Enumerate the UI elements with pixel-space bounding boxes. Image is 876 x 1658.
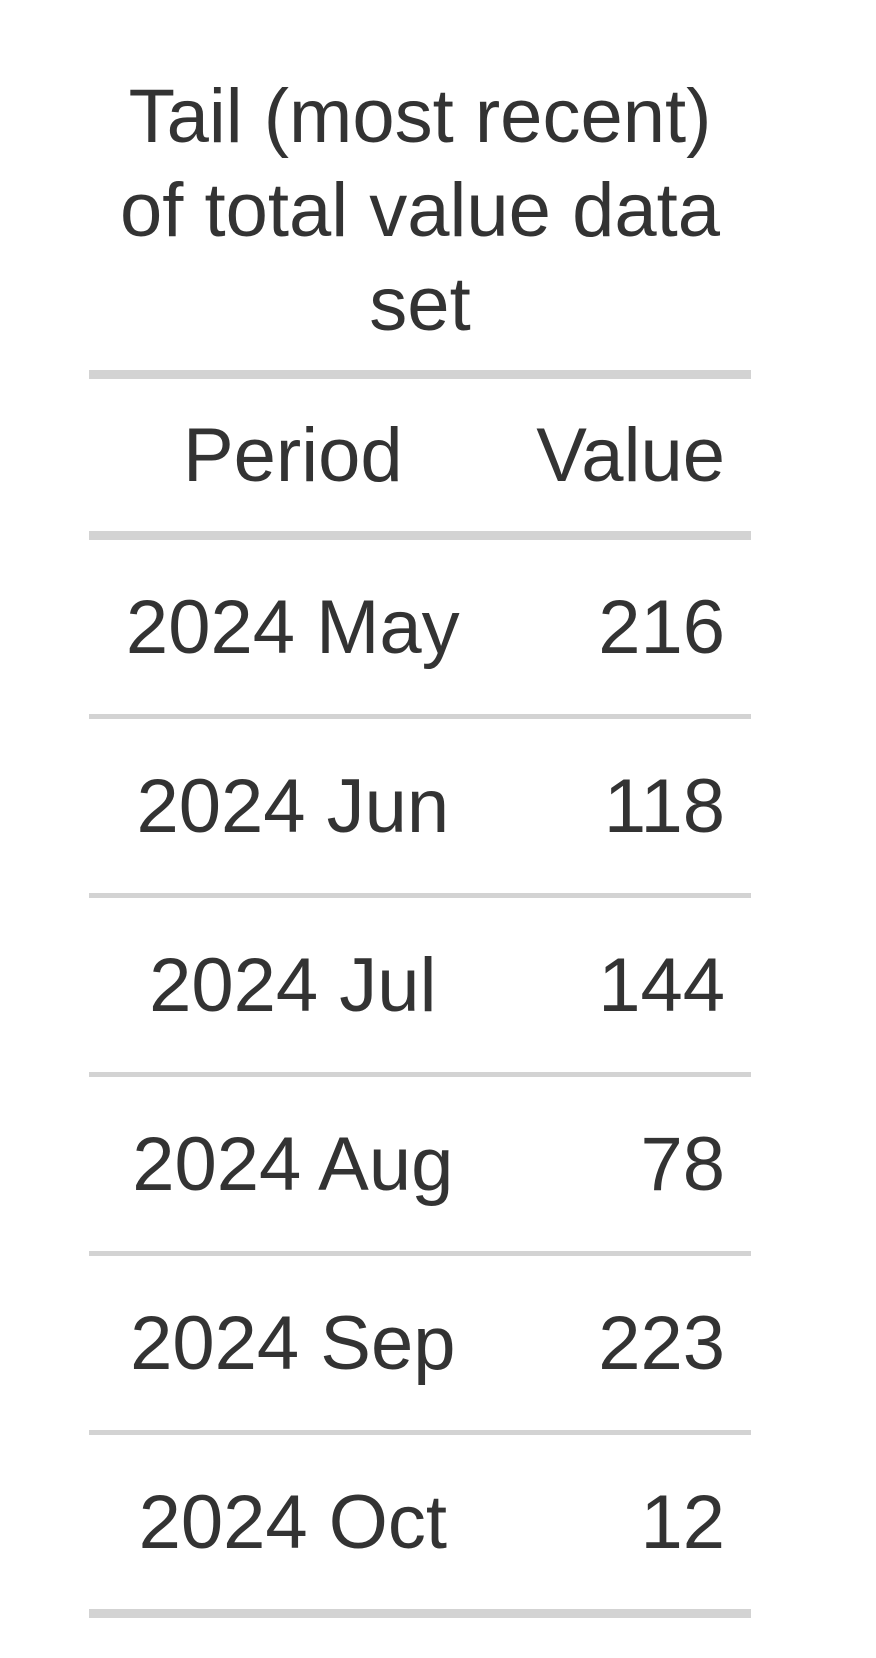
- period-cell: 2024 Jul: [149, 942, 437, 1028]
- table-header: Period Value: [89, 374, 751, 536]
- table-caption: Tail (most recent) of total value data s…: [120, 74, 720, 347]
- period-cell: 2024 Aug: [132, 1121, 454, 1207]
- header-row: Period Value: [89, 374, 751, 536]
- table-row: 2024 May 216: [89, 536, 751, 717]
- column-header-value: Value: [536, 412, 725, 498]
- table-row: 2024 Aug 78: [89, 1075, 751, 1254]
- value-cell: 144: [598, 942, 725, 1028]
- period-cell: 2024 Sep: [130, 1300, 456, 1386]
- table-row: 2024 Oct 12: [89, 1433, 751, 1614]
- table-row: 2024 Sep 223: [89, 1254, 751, 1433]
- data-table-container: Tail (most recent) of total value data s…: [89, 70, 751, 1618]
- period-cell: 2024 Oct: [138, 1479, 448, 1565]
- period-cell: 2024 Jun: [136, 763, 450, 849]
- data-table: Period Value 2024 May 216 2024 Jun 118 2…: [89, 370, 751, 1618]
- column-header-period: Period: [182, 412, 403, 498]
- value-cell: 216: [598, 584, 725, 670]
- value-cell: 78: [640, 1121, 725, 1207]
- table-row: 2024 Jun 118: [89, 717, 751, 896]
- value-cell: 223: [598, 1300, 725, 1386]
- table-row: 2024 Jul 144: [89, 896, 751, 1075]
- value-cell: 118: [603, 763, 725, 849]
- table-body: 2024 May 216 2024 Jun 118 2024 Jul 144 2…: [89, 536, 751, 1614]
- period-cell: 2024 May: [125, 584, 460, 670]
- value-cell: 12: [640, 1479, 725, 1565]
